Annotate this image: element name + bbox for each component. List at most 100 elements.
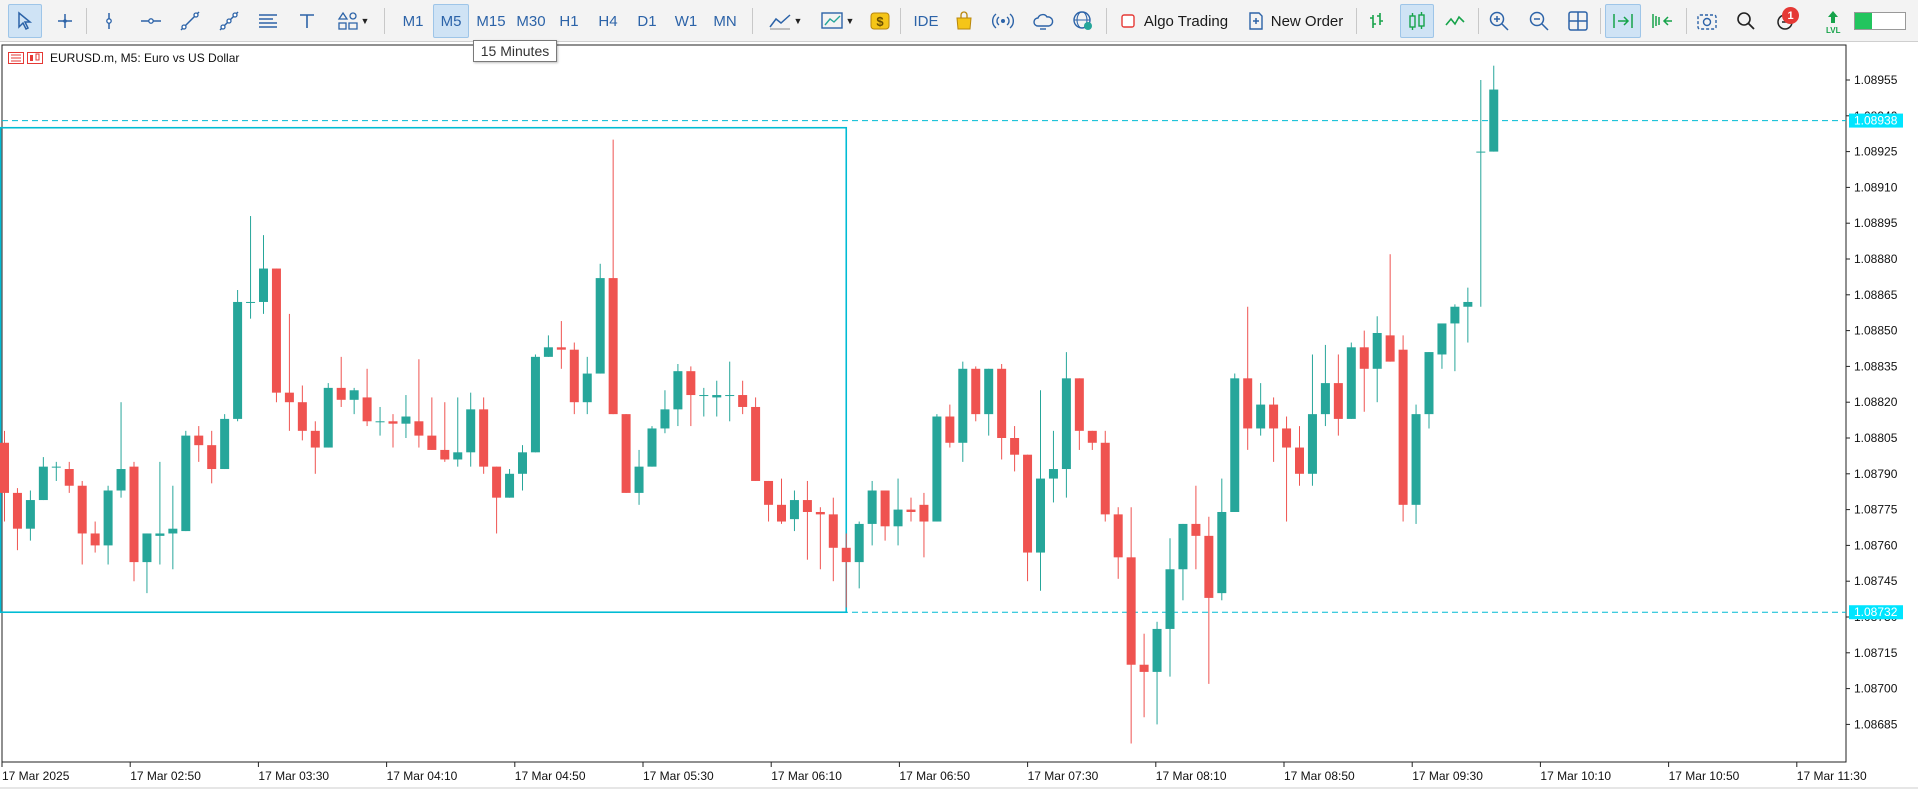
- candle-body: [388, 421, 398, 424]
- trading-network-button[interactable]: [1068, 4, 1098, 38]
- candle-body: [1398, 349, 1408, 505]
- y-tick-label: 1.08835: [1854, 359, 1898, 373]
- y-tick-label: 1.08745: [1854, 574, 1898, 588]
- y-tick-label: 1.08805: [1854, 431, 1898, 445]
- notifications-button[interactable]: 1: [1770, 4, 1804, 38]
- x-tick-label: 17 Mar 10:50: [1669, 769, 1740, 783]
- y-tick-label: 1.08865: [1854, 288, 1898, 302]
- ide-button[interactable]: IDE: [913, 12, 939, 30]
- channel-icon: [219, 11, 239, 31]
- crosshair-tool-button[interactable]: [49, 4, 81, 38]
- candle-body: [893, 509, 903, 527]
- fibonacci-tool-button[interactable]: [253, 4, 283, 38]
- shopping-bag-icon: [956, 11, 972, 30]
- horizontal-line-tool-button[interactable]: [136, 4, 166, 38]
- new-order-button[interactable]: New Order: [1240, 4, 1350, 38]
- tile-windows-button[interactable]: [1563, 4, 1593, 38]
- algo-trading-button[interactable]: Algo Trading: [1114, 4, 1234, 38]
- shapes-tool-button[interactable]: ▼: [330, 4, 376, 38]
- fibonacci-icon: [259, 14, 277, 28]
- x-tick-label: 17 Mar 2025: [2, 769, 70, 783]
- indicator-chart-icon: [768, 14, 791, 30]
- candle-body: [1074, 378, 1084, 431]
- market-button[interactable]: $: [866, 4, 894, 38]
- candle-body: [1178, 523, 1188, 570]
- candle-body: [1450, 306, 1460, 324]
- signal-broadcast-icon: [992, 13, 1014, 29]
- y-tick-label: 1.08850: [1854, 324, 1898, 338]
- x-tick-label: 17 Mar 08:10: [1156, 769, 1227, 783]
- trendline-tool-button[interactable]: [175, 4, 205, 38]
- timeframe-h4[interactable]: H4: [598, 12, 618, 30]
- candle-body: [375, 421, 385, 423]
- bar-chart-button[interactable]: [1362, 4, 1392, 38]
- timeframe-m1[interactable]: M1: [402, 12, 424, 30]
- candle-body: [323, 387, 333, 448]
- chart-shift-icon: [1652, 14, 1672, 28]
- timeframe-m5[interactable]: M5: [433, 4, 469, 38]
- timeframe-m30[interactable]: M30: [516, 12, 546, 30]
- connection-strength-bar[interactable]: [1854, 12, 1906, 30]
- candle-body: [1437, 323, 1447, 355]
- templates-button[interactable]: ▼: [814, 4, 860, 38]
- line-chart-button[interactable]: [1440, 4, 1470, 38]
- vertical-line-tool-button[interactable]: [94, 4, 124, 38]
- candle-body: [738, 395, 748, 407]
- candle-body: [828, 514, 838, 548]
- timeframe-tooltip: 15 Minutes: [473, 40, 557, 62]
- candle-body: [440, 449, 450, 460]
- vps-button[interactable]: [1028, 4, 1058, 38]
- x-tick-label: 17 Mar 06:10: [771, 769, 842, 783]
- channel-tool-button[interactable]: [214, 4, 244, 38]
- timeframe-m15[interactable]: M15: [476, 12, 506, 30]
- candle-body: [556, 347, 566, 350]
- chevron-down-icon: ▼: [845, 16, 855, 26]
- candle-body: [310, 430, 320, 448]
- market-bag-button[interactable]: [950, 4, 978, 38]
- candle-body: [1320, 383, 1330, 415]
- indicators-button[interactable]: ▼: [762, 4, 808, 38]
- candle-body: [569, 349, 579, 403]
- autoscroll-button[interactable]: [1605, 4, 1641, 38]
- chart-window[interactable]: 1.089551.089401.089251.089101.088951.088…: [0, 44, 1918, 789]
- candle-body: [1476, 151, 1486, 153]
- candle-body: [155, 533, 165, 536]
- candle-body: [64, 469, 74, 486]
- screenshot-button[interactable]: [1692, 4, 1722, 38]
- candle-body: [1061, 378, 1071, 470]
- y-tick-label: 1.08895: [1854, 216, 1898, 230]
- timeframe-h1[interactable]: H1: [559, 12, 579, 30]
- timeframe-mn[interactable]: MN: [713, 12, 737, 30]
- candle-body: [284, 392, 294, 403]
- timeframe-d1[interactable]: D1: [637, 12, 657, 30]
- candle-body: [1489, 89, 1499, 152]
- text-tool-button[interactable]: [292, 4, 322, 38]
- candlestick-chart[interactable]: 1.089551.089401.089251.089101.088951.088…: [0, 44, 1918, 789]
- candle-body: [647, 428, 657, 467]
- candle-body: [1204, 535, 1214, 598]
- y-tick-label: 1.08700: [1854, 682, 1898, 696]
- x-tick-label: 17 Mar 03:30: [258, 769, 329, 783]
- candle-body: [854, 523, 864, 563]
- candle-body: [880, 490, 890, 527]
- chart-shift-button[interactable]: [1646, 4, 1678, 38]
- x-tick-label: 17 Mar 09:30: [1412, 769, 1483, 783]
- search-icon: [1737, 12, 1755, 30]
- candle-body: [103, 490, 113, 546]
- candle-body: [246, 301, 256, 303]
- signals-button[interactable]: [988, 4, 1018, 38]
- connection-strength-fill: [1855, 13, 1872, 29]
- timeframe-w1[interactable]: W1: [674, 12, 698, 30]
- level-signal-button[interactable]: LVL: [1818, 4, 1848, 38]
- candlestick-chart-button[interactable]: [1400, 4, 1434, 38]
- zoom-in-button[interactable]: [1484, 4, 1514, 38]
- candle-body: [362, 397, 372, 422]
- zoom-out-button[interactable]: [1524, 4, 1554, 38]
- search-button[interactable]: [1732, 4, 1760, 38]
- candle-body: [401, 416, 411, 424]
- candle-body: [427, 435, 437, 450]
- x-tick-label: 17 Mar 04:10: [387, 769, 458, 783]
- chevron-down-icon: ▼: [360, 16, 370, 26]
- y-tick-label: 1.08925: [1854, 145, 1898, 159]
- cursor-tool-button[interactable]: [8, 4, 42, 38]
